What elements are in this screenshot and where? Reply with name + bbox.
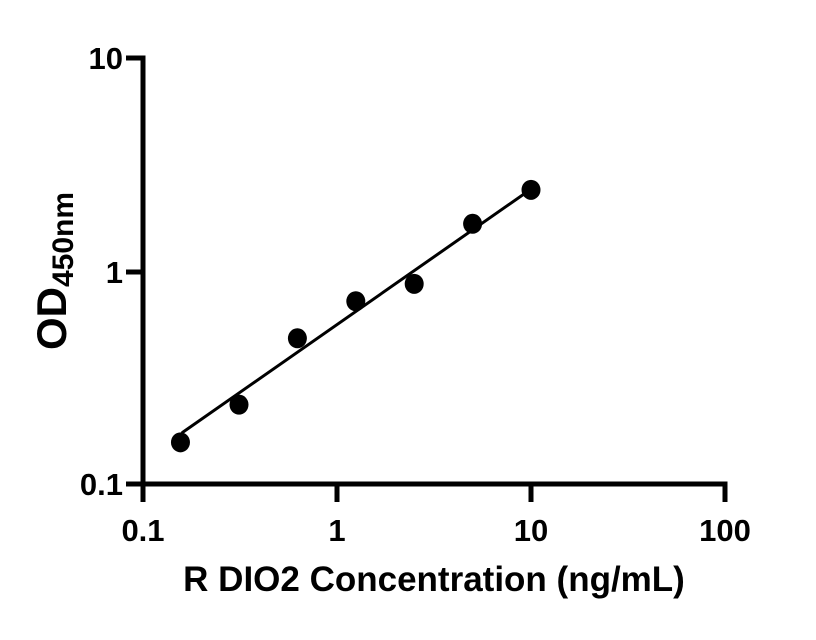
x-tick-label: 100 [699,513,751,548]
data-point [404,273,424,294]
data-points [170,179,541,453]
x-tick-label: 10 [514,513,548,548]
data-point [170,432,190,453]
x-tick-label: 1 [328,513,345,548]
y-axis-title-subscript: 450nm [47,192,80,287]
data-point [346,291,366,312]
x-axis-ticks: 0.1 1 10 100 [121,484,751,548]
data-point [229,394,249,415]
y-axis-ticks: 0.1 1 10 [80,41,143,502]
y-axis-title: OD450nm [28,192,80,350]
y-axis-title-main: OD [28,287,75,350]
y-tick-label: 1 [106,255,123,290]
x-axis-title: R DIO2 Concentration (ng/mL) [183,560,685,599]
axes [140,55,728,487]
y-tick-label: 10 [89,41,123,76]
data-point [287,328,307,349]
x-tick-label: 0.1 [121,513,164,548]
data-point [521,179,541,200]
data-point [463,213,483,234]
y-tick-label: 0.1 [80,467,123,502]
